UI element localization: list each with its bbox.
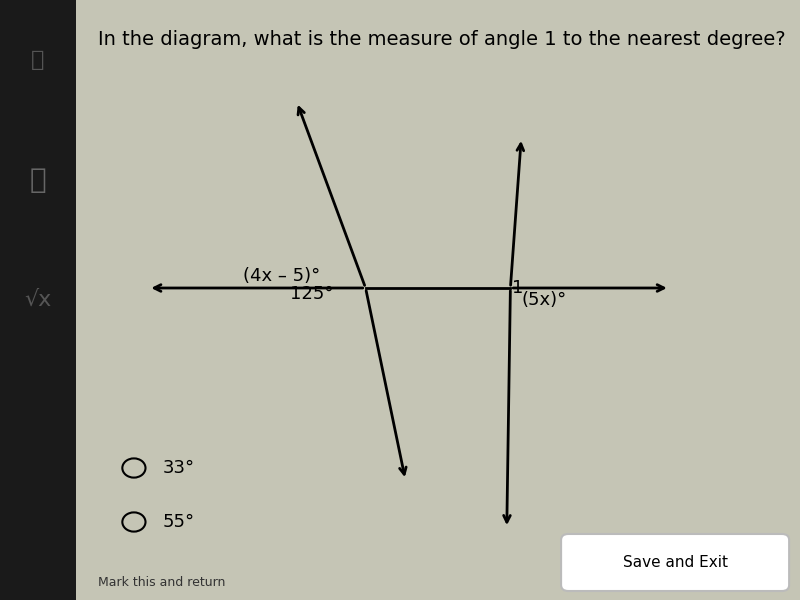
FancyBboxPatch shape xyxy=(561,534,789,591)
Text: 125°: 125° xyxy=(290,285,333,303)
Text: ⌹: ⌹ xyxy=(30,166,46,194)
Text: (5x)°: (5x)° xyxy=(522,291,566,309)
Text: (4x – 5)°: (4x – 5)° xyxy=(242,267,320,285)
Text: √x: √x xyxy=(24,290,52,310)
Text: 🎧: 🎧 xyxy=(31,50,45,70)
Text: 33°: 33° xyxy=(163,459,195,477)
Text: In the diagram, what is the measure of angle 1 to the nearest degree?: In the diagram, what is the measure of a… xyxy=(98,30,786,49)
Text: Mark this and return: Mark this and return xyxy=(98,576,225,589)
Text: 55°: 55° xyxy=(163,513,195,531)
Text: 1: 1 xyxy=(512,279,523,297)
Text: Save and Exit: Save and Exit xyxy=(623,554,728,570)
